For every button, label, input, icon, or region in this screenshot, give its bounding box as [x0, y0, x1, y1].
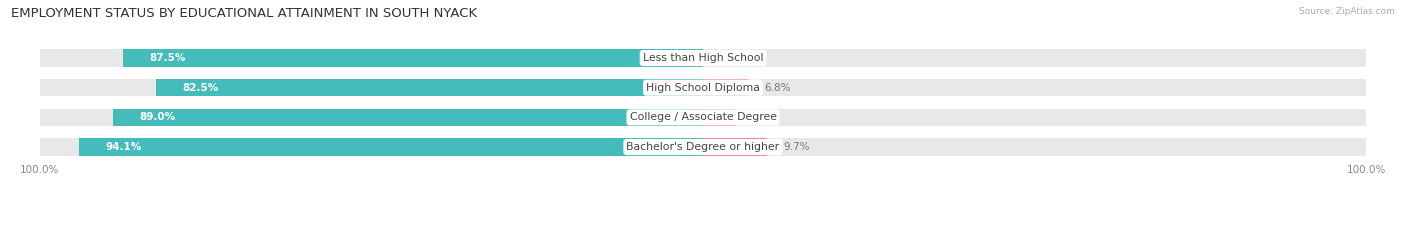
- Text: 94.1%: 94.1%: [105, 142, 142, 152]
- Text: College / Associate Degree: College / Associate Degree: [630, 112, 776, 122]
- Text: 6.8%: 6.8%: [765, 83, 792, 93]
- Text: 9.7%: 9.7%: [785, 142, 810, 152]
- Text: Source: ZipAtlas.com: Source: ZipAtlas.com: [1299, 7, 1395, 16]
- Bar: [156, 79, 703, 96]
- Text: 82.5%: 82.5%: [183, 83, 219, 93]
- Bar: [703, 109, 735, 126]
- Bar: [79, 138, 703, 156]
- Bar: [703, 49, 1365, 67]
- Text: Bachelor's Degree or higher: Bachelor's Degree or higher: [627, 142, 779, 152]
- Text: 87.5%: 87.5%: [149, 53, 186, 63]
- Text: 100.0%: 100.0%: [20, 165, 59, 175]
- Text: EMPLOYMENT STATUS BY EDUCATIONAL ATTAINMENT IN SOUTH NYACK: EMPLOYMENT STATUS BY EDUCATIONAL ATTAINM…: [11, 7, 478, 20]
- Bar: [703, 138, 1365, 156]
- Bar: [41, 79, 703, 96]
- Bar: [703, 79, 1365, 96]
- Bar: [124, 49, 703, 67]
- Bar: [41, 109, 703, 126]
- Bar: [41, 138, 703, 156]
- Text: 4.9%: 4.9%: [752, 112, 779, 122]
- Text: 100.0%: 100.0%: [1347, 165, 1386, 175]
- Text: 89.0%: 89.0%: [139, 112, 176, 122]
- Text: High School Diploma: High School Diploma: [647, 83, 759, 93]
- Bar: [703, 138, 768, 156]
- Bar: [703, 109, 1365, 126]
- Text: Less than High School: Less than High School: [643, 53, 763, 63]
- Bar: [112, 109, 703, 126]
- Bar: [703, 79, 748, 96]
- Bar: [41, 49, 703, 67]
- Text: 0.0%: 0.0%: [720, 53, 745, 63]
